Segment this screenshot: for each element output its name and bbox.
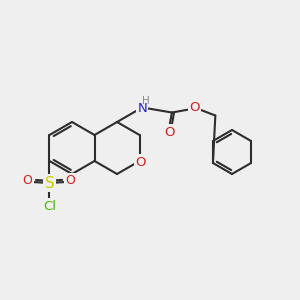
Text: O: O — [65, 175, 75, 188]
Text: N: N — [137, 101, 147, 115]
Text: O: O — [135, 155, 146, 169]
Text: O: O — [164, 126, 174, 139]
Text: H: H — [142, 96, 150, 106]
Text: S: S — [45, 176, 54, 190]
Text: Cl: Cl — [43, 200, 56, 212]
Text: O: O — [189, 101, 200, 114]
Text: O: O — [22, 175, 32, 188]
